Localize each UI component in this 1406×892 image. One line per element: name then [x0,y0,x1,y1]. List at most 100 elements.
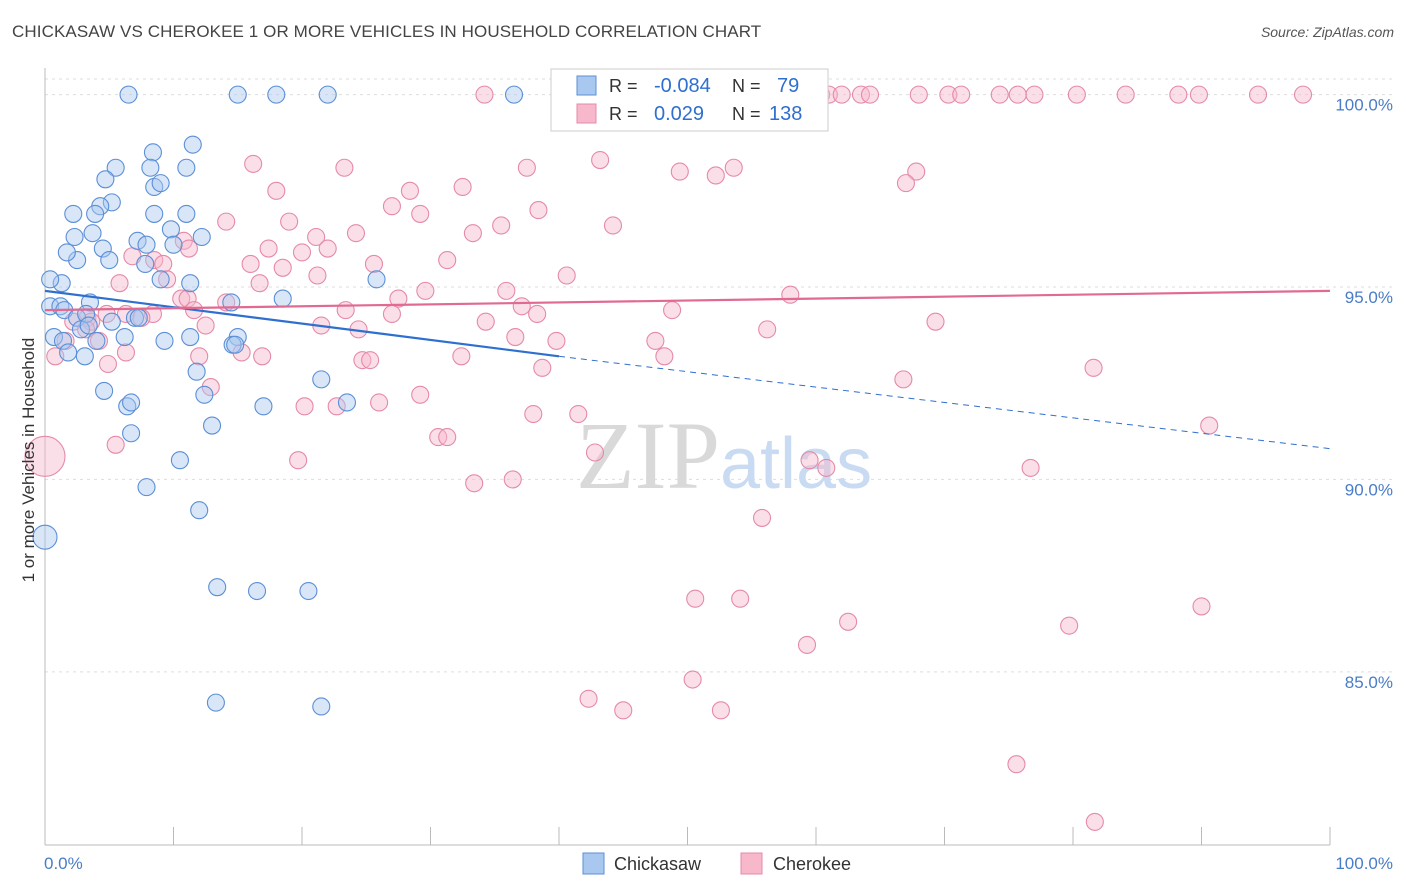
cherokee-point [1293,85,1313,104]
cherokee-point [190,347,209,366]
legend-n-value-chickasaw: 79 [777,75,799,97]
cherokee-point [250,274,269,293]
cherokee-point [1085,812,1104,831]
chickasaw-point [53,331,73,350]
cherokee-point [1060,616,1079,635]
cherokee-point [990,85,1009,104]
cherokee-point [797,635,817,654]
chickasaw-point [137,478,156,497]
chickasaw-point [312,697,331,716]
cherokee-point [579,689,598,708]
cherokee-point [24,435,66,477]
chickasaw-point [273,289,292,308]
cherokee-point [361,351,380,370]
chickasaw-point [367,270,386,289]
cherokee-point [335,158,354,177]
chickasaw-point [192,227,211,247]
chickasaw-point [312,370,331,389]
chickasaw-point [228,85,247,104]
y-tick-label: 85.0% [1345,673,1393,692]
chart-title: CHICKASAW VS CHEROKEE 1 OR MORE VEHICLES… [12,22,762,41]
cherokee-point [336,301,355,320]
chickasaw-point [102,193,121,212]
chickasaw-point [86,204,105,223]
cherokee-point [547,331,566,350]
cherokee-point [655,347,674,366]
chickasaw-point [170,451,189,470]
cherokee-point [280,212,299,231]
chickasaw-point [122,424,141,443]
cherokee-point [663,301,682,320]
legend-r-label: R = [609,76,638,96]
cherokee-point [438,428,457,447]
chickasaw-point [208,578,227,597]
cherokee-point [1248,85,1268,104]
trend-lines [44,289,1331,450]
cherokee-point [453,177,472,197]
chickasaw-point [183,135,202,154]
chickasaw-point [119,85,138,104]
chickasaw-point [151,174,170,193]
cherokee-point [295,397,314,416]
chickasaw-point [137,235,156,254]
chickasaw-point [161,220,180,239]
legend-n-value-cherokee: 138 [769,103,802,125]
cherokee-point [781,285,800,304]
cherokee-point [557,266,576,285]
chickasaw-point [52,274,71,293]
cherokee-point [259,239,278,258]
cherokee-point [292,243,312,262]
cherokee-point [860,85,880,104]
chickasaw-point [318,85,337,104]
x-tick-label-min: 0.0% [44,854,83,873]
cherokee-point [1189,85,1208,104]
chickasaw-point [254,397,273,416]
watermark-atlas: atlas [720,424,872,504]
cherokee-point [517,158,536,177]
cherokee-point [711,701,730,720]
cherokee-point [506,328,525,347]
chickasaw-point [59,343,78,362]
cherokee-point [1021,458,1040,477]
cherokee-point [438,251,457,270]
cherokee-point [752,508,772,527]
chickasaw-point [115,328,134,347]
cherokee-point [327,397,346,416]
cherokee-trend-line [44,289,1331,312]
chickasaw-point [128,231,147,250]
chickasaw-point [299,581,318,601]
cherokee-point [894,370,913,389]
chickasaw-point [100,251,119,270]
cherokee-point [497,281,516,300]
cherokee-point [512,297,531,316]
series-legend-swatch-chickasaw [582,852,605,875]
cherokee-point [411,385,430,404]
cherokee-point [416,281,435,300]
cherokee-point [1200,416,1219,435]
cherokee-point [907,162,926,181]
cherokee-point [731,589,750,608]
chickasaw-point [164,235,183,254]
cherokee-point [528,304,547,324]
chickasaw-point [203,416,222,435]
cherokee-point [1192,597,1211,616]
legend-r-label: R = [609,104,638,124]
chickasaw-point [87,331,106,350]
source-credit: Source: ZipAtlas.com [1260,24,1394,40]
cherokee-point [267,181,286,200]
legend-n-label: N = [732,104,761,124]
cherokee-point [503,470,522,489]
cherokee-point [1067,85,1086,104]
y-tick-label: 90.0% [1345,480,1393,499]
cherokee-point [591,150,610,170]
cherokee-point [154,254,173,273]
chickasaw-point [41,270,60,289]
y-axis-label: 1 or more Vehicles in Household [19,338,38,583]
legend-n-label: N = [732,76,761,96]
cherokee-point [465,474,484,493]
cherokee-point [98,354,118,374]
legend-r-value-chickasaw: -0.084 [654,75,711,97]
cherokee-point [569,404,588,424]
cherokee-point [683,670,702,689]
cherokee-point [389,289,408,308]
